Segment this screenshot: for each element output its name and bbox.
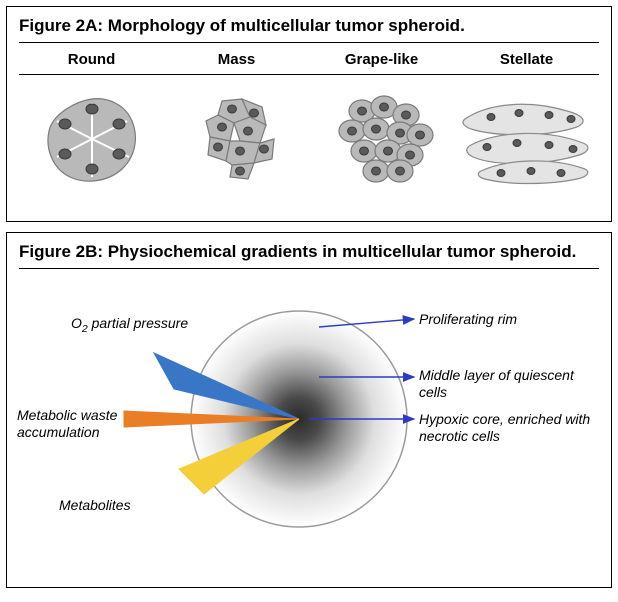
morphology-header-row: Round Mass Grape-like Stellate [19,43,599,75]
wedge-label-2: Metabolites [59,497,199,514]
figure-2a-title: Figure 2A: Morphology of multicellular t… [19,15,599,43]
morph-mass [164,89,309,189]
mass-spheroid-icon [182,89,292,189]
figure-2a-panel: Figure 2A: Morphology of multicellular t… [6,6,612,222]
layer-label-2: Hypoxic core, enriched with necrotic cel… [419,411,599,445]
layer-label-1: Middle layer of quiescent cells [419,367,599,401]
figure-2b-title: Figure 2B: Physiochemical gradients in m… [19,241,599,269]
morph-stellate [454,89,599,189]
wedge-label-0: O2 partial pressure [71,315,211,335]
figure-2b-panel: Figure 2B: Physiochemical gradients in m… [6,232,612,588]
round-spheroid-icon [37,89,147,189]
stellate-spheroid-icon [457,89,597,189]
morph-label-stellate: Stellate [454,43,599,74]
morph-label-grape: Grape-like [309,43,454,74]
morph-label-round: Round [19,43,164,74]
wedge-label-1: Metabolic waste accumulation [17,407,157,441]
grape-spheroid-icon [322,89,442,189]
figure-2b-content: O2 partial pressure Metabolic waste accum… [19,269,599,559]
morph-label-mass: Mass [164,43,309,74]
layer-label-0: Proliferating rim [419,311,599,328]
morphology-figure-row [19,75,599,203]
morph-round [19,89,164,189]
morph-grape [309,89,454,189]
